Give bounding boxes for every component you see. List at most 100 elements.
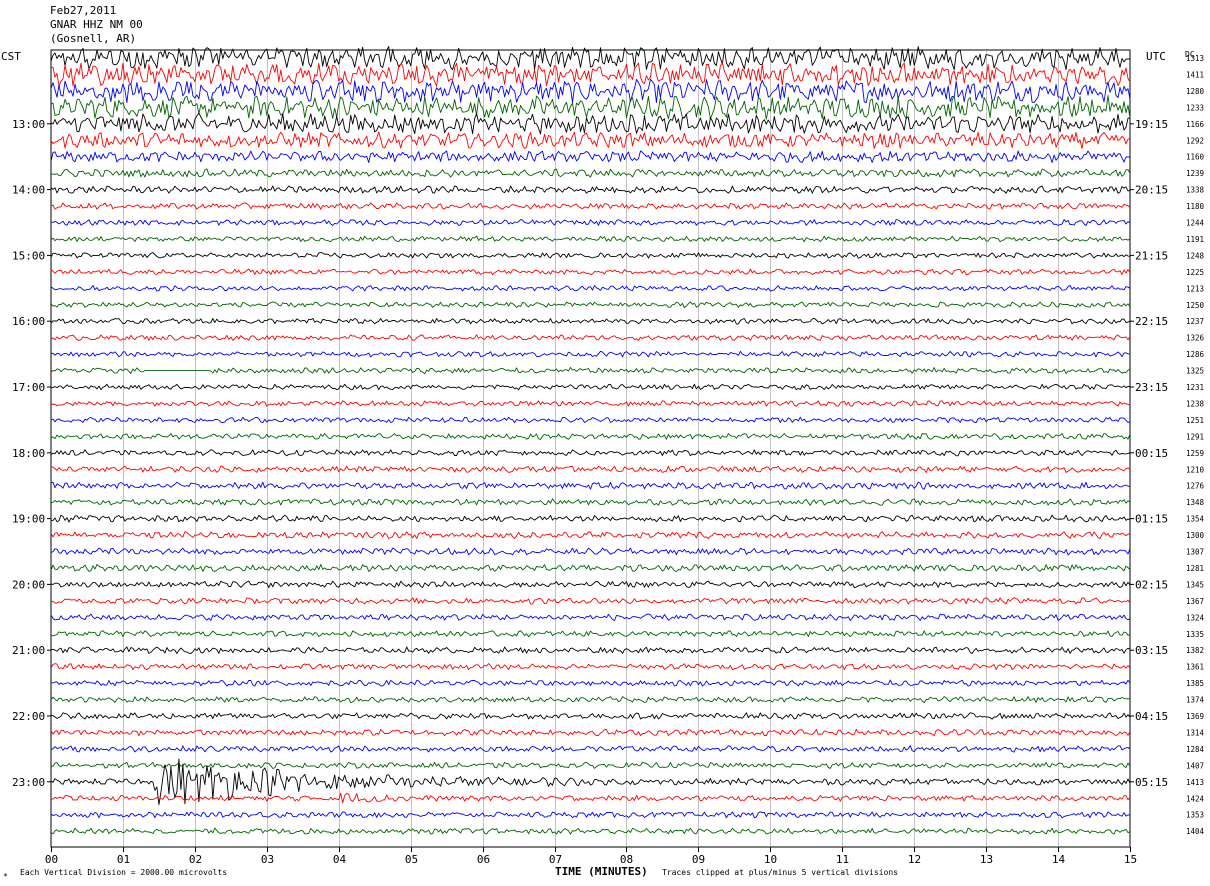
dc-offset-label: 1385 xyxy=(1186,679,1204,688)
dc-offset-label: 1424 xyxy=(1186,794,1205,803)
dc-offset-label: 1191 xyxy=(1186,235,1204,244)
dc-offset-label: 1259 xyxy=(1186,449,1204,458)
dc-offset-label: 1210 xyxy=(1186,465,1205,474)
utc-hour-label: 05:15 xyxy=(1135,776,1168,789)
trace-row xyxy=(50,563,1131,572)
x-tick-label: 14 xyxy=(1052,853,1066,866)
trace-row xyxy=(50,597,1131,605)
cst-axis-title: CST xyxy=(1,50,21,63)
trace-row xyxy=(50,131,1130,149)
utc-axis-title: UTC xyxy=(1146,50,1166,63)
trace-row xyxy=(50,268,1131,276)
trace-row xyxy=(50,613,1131,621)
trace-row xyxy=(50,400,1131,407)
dc-offset-label: 1367 xyxy=(1186,597,1204,606)
utc-hour-label: 20:15 xyxy=(1135,184,1168,197)
trace-row xyxy=(50,235,1131,243)
dc-offset-label: 1369 xyxy=(1186,712,1204,721)
dc-offset-label: 1361 xyxy=(1186,663,1204,672)
trace-row xyxy=(50,301,1131,309)
dc-offset-label: 1280 xyxy=(1186,87,1205,96)
x-tick-label: 13 xyxy=(980,853,993,866)
x-tick-label: 15 xyxy=(1124,853,1137,866)
location-label: (Gosnell, AR) xyxy=(50,32,137,45)
dc-axis-title: DC xyxy=(1185,50,1195,59)
x-tick-label: 12 xyxy=(908,853,921,866)
trace-row xyxy=(50,367,1131,375)
dc-offset-label: 1231 xyxy=(1186,383,1204,392)
dc-offset-label: 1300 xyxy=(1186,531,1205,540)
dc-offset-label: 1413 xyxy=(1186,778,1204,787)
cst-hour-label: 18:00 xyxy=(12,447,45,460)
trace-row xyxy=(50,745,1131,753)
utc-hour-label: 02:15 xyxy=(1135,578,1168,591)
corner-marker: * xyxy=(3,872,8,881)
dc-offset-label: 1250 xyxy=(1186,301,1205,310)
cst-hour-label: 15:00 xyxy=(12,249,45,262)
trace-row xyxy=(50,811,1131,819)
plot-frame xyxy=(50,49,1131,848)
dc-offset-label: 1324 xyxy=(1186,613,1205,622)
x-tick-label: 10 xyxy=(764,853,777,866)
clip-note: Traces clipped at plus/minus 5 vertical … xyxy=(662,868,899,877)
x-tick-label: 01 xyxy=(117,853,130,866)
dc-offset-label: 1374 xyxy=(1186,696,1205,705)
trace-row xyxy=(50,498,1131,506)
dc-offset-label: 1307 xyxy=(1186,548,1204,557)
x-tick-label: 11 xyxy=(836,853,849,866)
cst-hour-label: 21:00 xyxy=(12,644,45,657)
dc-offset-label: 1345 xyxy=(1186,580,1204,589)
utc-hour-label: 01:15 xyxy=(1135,513,1168,526)
dc-offset-label: 1404 xyxy=(1186,827,1205,836)
dc-offset-label: 1292 xyxy=(1186,136,1204,145)
utc-hour-label: 22:15 xyxy=(1135,315,1168,328)
dc-offset-label: 1225 xyxy=(1186,268,1204,277)
dc-offset-label: 1354 xyxy=(1186,515,1205,524)
cst-hour-label: 13:00 xyxy=(12,118,45,131)
trace-row xyxy=(50,630,1131,638)
dc-offset-label: 1411 xyxy=(1186,70,1204,79)
cst-hour-label: 14:00 xyxy=(12,184,45,197)
trace-row xyxy=(50,792,1131,804)
cst-hour-label: 22:00 xyxy=(12,710,45,723)
trace-row xyxy=(50,416,1131,424)
trace-row xyxy=(50,679,1131,687)
dc-offset-label: 1325 xyxy=(1186,367,1204,376)
trace-row xyxy=(50,95,1131,120)
dc-offset-label: 1233 xyxy=(1186,103,1204,112)
x-tick-label: 08 xyxy=(620,853,633,866)
x-tick-label: 09 xyxy=(692,853,705,866)
trace-row xyxy=(50,728,1131,737)
dc-offset-label: 1335 xyxy=(1186,630,1204,639)
dc-offset-label: 1284 xyxy=(1186,745,1205,754)
dc-offset-label: 1213 xyxy=(1186,284,1204,293)
x-axis-label: TIME (MINUTES) xyxy=(555,865,648,878)
dc-offset-label: 1166 xyxy=(1186,120,1205,129)
cst-hour-label: 16:00 xyxy=(12,315,45,328)
cst-hour-label: 19:00 xyxy=(12,513,45,526)
trace-row xyxy=(50,531,1131,539)
dc-offset-label: 1248 xyxy=(1186,251,1205,260)
trace-row xyxy=(50,827,1131,835)
x-tick-label: 07 xyxy=(549,853,562,866)
x-tick-label: 04 xyxy=(333,853,347,866)
dc-offset-label: 1348 xyxy=(1186,498,1205,507)
dc-offset-label: 1160 xyxy=(1186,153,1205,162)
trace-row xyxy=(50,580,1131,589)
trace-row xyxy=(50,46,1131,71)
dc-offset-label: 1281 xyxy=(1186,564,1204,573)
trace-row xyxy=(50,285,1131,292)
dc-offset-label: 1238 xyxy=(1186,399,1205,408)
utc-hour-label: 03:15 xyxy=(1135,644,1168,657)
dc-offset-label: 1180 xyxy=(1186,202,1205,211)
dc-offset-label: 1291 xyxy=(1186,432,1204,441)
trace-row xyxy=(50,185,1131,194)
cst-hour-label: 23:00 xyxy=(12,776,45,789)
dc-offset-label: 1314 xyxy=(1186,728,1205,737)
dc-offset-label: 1286 xyxy=(1186,350,1205,359)
utc-hour-label: 00:15 xyxy=(1135,447,1168,460)
dc-offset-label: 1353 xyxy=(1186,811,1204,820)
trace-row xyxy=(50,514,1131,523)
x-tick-label: 03 xyxy=(261,853,274,866)
utc-hour-label: 19:15 xyxy=(1135,118,1168,131)
